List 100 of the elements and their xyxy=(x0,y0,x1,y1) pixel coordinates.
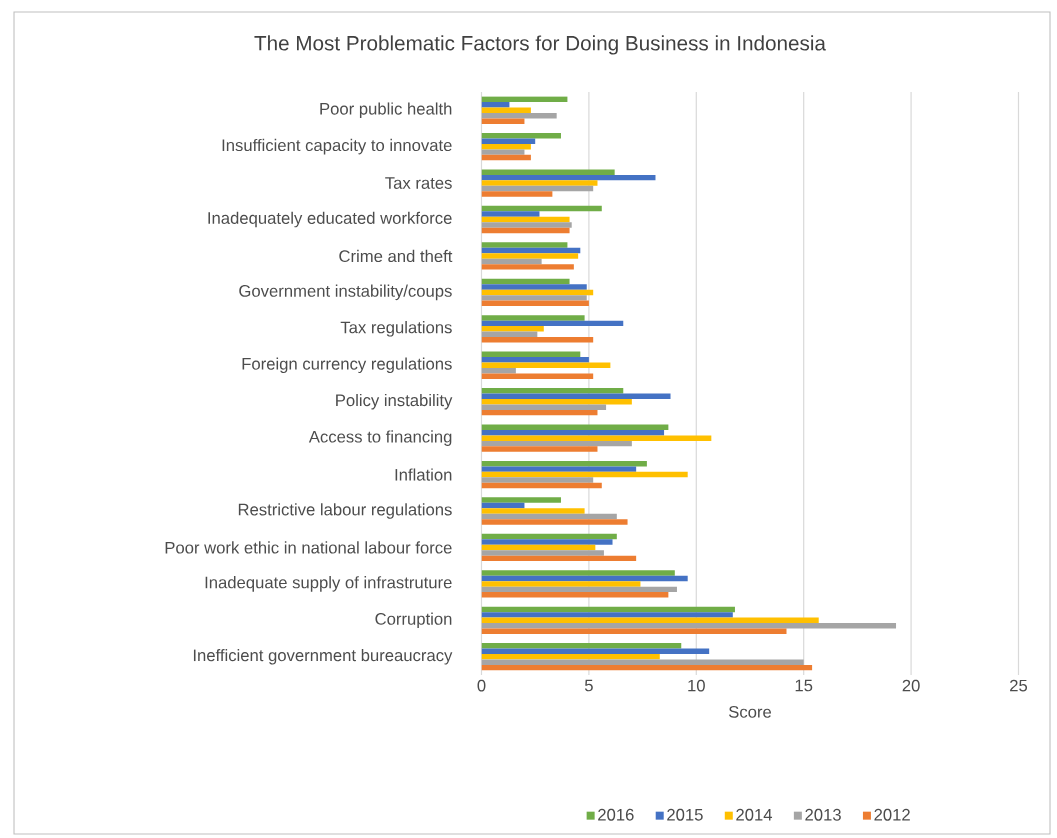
y-tick-label: Crime and theft xyxy=(339,249,453,263)
bar xyxy=(481,508,585,514)
bar xyxy=(481,180,598,186)
legend-label: 2012 xyxy=(874,808,910,821)
x-tick-label: 25 xyxy=(1010,679,1028,692)
bar xyxy=(481,533,617,540)
bar xyxy=(481,205,602,212)
bar xyxy=(481,435,712,441)
y-tick-label: Access to financing xyxy=(308,430,452,446)
bar xyxy=(481,460,647,467)
bar xyxy=(481,351,581,358)
bar xyxy=(481,648,710,655)
bar xyxy=(481,555,637,562)
bar xyxy=(481,149,525,155)
bar xyxy=(481,654,660,660)
bar xyxy=(481,174,656,181)
bar xyxy=(481,295,587,301)
chart-title: The Most Problematic Factors for Doing Business in Indonesia xyxy=(254,35,826,55)
bar xyxy=(481,253,579,259)
y-tick-label: Corruption xyxy=(375,612,452,629)
y-tick-label: Government instability/coups xyxy=(239,284,452,301)
bar xyxy=(481,211,540,217)
legend-label: 2014 xyxy=(736,808,773,821)
bar xyxy=(481,446,598,452)
bar xyxy=(481,289,594,296)
bar xyxy=(481,612,733,618)
bar xyxy=(481,258,542,265)
y-tick-label: Policy instability xyxy=(336,393,453,410)
bar xyxy=(481,398,632,405)
y-tick-label: Tax rates xyxy=(385,177,452,189)
bar xyxy=(481,388,624,394)
bar xyxy=(481,315,585,321)
bar xyxy=(481,326,544,332)
bar xyxy=(481,247,581,254)
bar xyxy=(481,575,688,582)
bar xyxy=(481,477,594,483)
bar xyxy=(481,482,602,489)
bar xyxy=(481,300,589,307)
x-tick-label: 10 xyxy=(688,679,705,692)
bar xyxy=(481,429,665,436)
bar xyxy=(481,513,617,520)
y-tick-label: Inefficient government bureaucracy xyxy=(193,648,453,665)
bar xyxy=(481,393,671,399)
bar xyxy=(481,362,611,368)
bar xyxy=(481,586,677,593)
bar xyxy=(481,550,604,556)
legend-label: 2013 xyxy=(805,808,841,821)
bar xyxy=(481,570,675,576)
bar xyxy=(481,337,594,343)
bar xyxy=(481,227,570,234)
bar xyxy=(481,544,596,551)
bar xyxy=(481,320,624,327)
legend-label: 2015 xyxy=(667,808,703,821)
bar xyxy=(481,368,516,374)
bar xyxy=(481,169,615,175)
bar xyxy=(481,404,607,410)
y-tick-label: Restrictive labour regulations xyxy=(238,503,452,519)
bar xyxy=(481,409,598,416)
bar xyxy=(481,331,538,338)
bar xyxy=(481,278,570,285)
bar xyxy=(481,659,804,665)
bar xyxy=(481,592,669,598)
bar xyxy=(481,357,589,363)
bar xyxy=(481,284,587,290)
bar xyxy=(481,107,531,113)
bar xyxy=(481,466,637,472)
y-tick-label: Foreign currency regulations xyxy=(242,357,452,374)
bar xyxy=(481,216,570,223)
bar xyxy=(481,539,613,545)
bar xyxy=(481,581,641,587)
y-tick-label: Inflation xyxy=(395,468,452,481)
bar xyxy=(481,138,536,144)
bar xyxy=(481,497,561,503)
bar xyxy=(481,623,897,629)
bar xyxy=(481,112,557,119)
bar xyxy=(481,118,525,124)
bar xyxy=(481,424,669,430)
bar xyxy=(481,154,531,161)
bar xyxy=(481,242,568,248)
bar xyxy=(481,440,632,447)
bar xyxy=(481,519,628,525)
bar xyxy=(481,617,819,624)
y-tick-label: Inadequately educated workforce xyxy=(208,211,452,228)
x-axis-title: Score xyxy=(728,706,772,718)
bar xyxy=(481,96,568,103)
bar xyxy=(481,373,594,379)
y-tick-label: Poor work ethic in national labour force xyxy=(165,541,452,554)
bar xyxy=(481,264,574,270)
bar xyxy=(481,191,553,197)
y-tick-label: Poor public health xyxy=(320,102,452,118)
x-tick-label: 20 xyxy=(902,679,920,692)
bar xyxy=(481,185,594,192)
legend-label: 2016 xyxy=(598,808,634,821)
bar xyxy=(481,471,688,478)
x-tick-label: 0 xyxy=(477,679,486,692)
bar xyxy=(481,606,735,613)
bar xyxy=(481,143,531,150)
y-tick-label: Insufficient capacity to innovate xyxy=(222,138,452,155)
bar xyxy=(481,222,572,228)
y-tick-label: Inadequate supply of infrastruture xyxy=(205,576,452,592)
